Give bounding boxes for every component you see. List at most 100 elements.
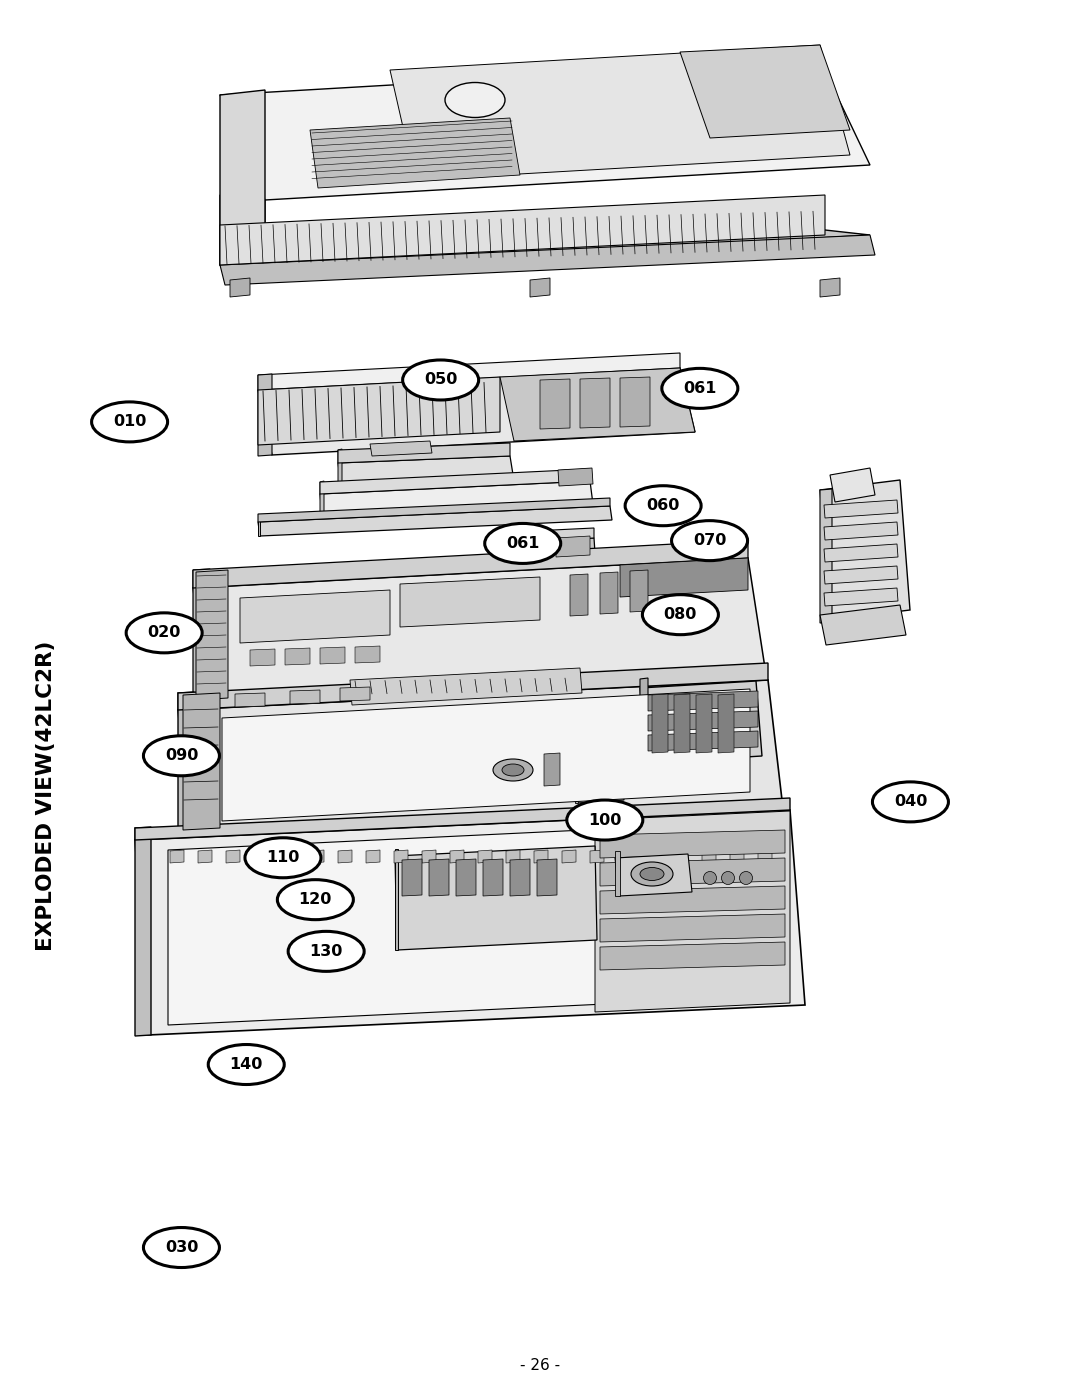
Polygon shape — [291, 690, 320, 704]
Polygon shape — [553, 538, 596, 570]
Ellipse shape — [567, 800, 643, 840]
Polygon shape — [510, 859, 530, 895]
Polygon shape — [338, 849, 352, 863]
Polygon shape — [507, 849, 519, 863]
Polygon shape — [310, 849, 324, 863]
Polygon shape — [258, 374, 272, 455]
Polygon shape — [618, 849, 632, 863]
Ellipse shape — [502, 764, 524, 775]
Polygon shape — [618, 745, 692, 764]
Polygon shape — [394, 849, 408, 863]
Polygon shape — [640, 678, 648, 764]
Polygon shape — [338, 455, 515, 495]
Polygon shape — [135, 798, 789, 840]
Polygon shape — [478, 849, 492, 863]
Polygon shape — [500, 367, 696, 441]
Ellipse shape — [144, 736, 219, 775]
Polygon shape — [620, 557, 748, 597]
Polygon shape — [135, 810, 805, 1035]
Text: 061: 061 — [507, 536, 539, 550]
Polygon shape — [183, 693, 220, 830]
Polygon shape — [355, 645, 380, 664]
Polygon shape — [600, 858, 785, 886]
Polygon shape — [718, 694, 734, 753]
Polygon shape — [680, 45, 850, 138]
Polygon shape — [562, 849, 576, 863]
Polygon shape — [820, 605, 906, 645]
Polygon shape — [600, 942, 785, 970]
Ellipse shape — [403, 360, 478, 400]
Polygon shape — [193, 569, 210, 701]
Polygon shape — [320, 481, 594, 527]
Polygon shape — [615, 854, 692, 895]
Polygon shape — [222, 689, 750, 821]
Ellipse shape — [643, 595, 718, 634]
Polygon shape — [402, 859, 422, 895]
Polygon shape — [476, 747, 480, 793]
Polygon shape — [758, 849, 772, 863]
Polygon shape — [240, 590, 390, 643]
Polygon shape — [198, 849, 212, 863]
Text: 140: 140 — [230, 1058, 262, 1071]
Polygon shape — [640, 680, 762, 763]
Polygon shape — [220, 235, 875, 285]
Ellipse shape — [721, 872, 734, 884]
Polygon shape — [558, 468, 593, 486]
Polygon shape — [340, 687, 370, 701]
Polygon shape — [824, 588, 897, 606]
Polygon shape — [702, 849, 716, 863]
Polygon shape — [575, 768, 622, 780]
Polygon shape — [193, 557, 765, 700]
Polygon shape — [534, 849, 548, 863]
Polygon shape — [600, 571, 618, 615]
Ellipse shape — [625, 486, 701, 525]
Polygon shape — [400, 577, 540, 627]
Polygon shape — [456, 859, 476, 895]
Text: 030: 030 — [165, 1241, 198, 1255]
Polygon shape — [696, 694, 712, 753]
Polygon shape — [530, 278, 550, 298]
Polygon shape — [600, 914, 785, 942]
Polygon shape — [620, 377, 650, 427]
Text: 060: 060 — [647, 499, 679, 513]
Polygon shape — [648, 692, 758, 711]
Ellipse shape — [740, 872, 753, 884]
Polygon shape — [570, 574, 588, 616]
Polygon shape — [450, 849, 464, 863]
Polygon shape — [630, 570, 648, 612]
Polygon shape — [600, 886, 785, 914]
Text: 061: 061 — [684, 381, 716, 395]
Text: 090: 090 — [165, 749, 198, 763]
Polygon shape — [135, 827, 151, 1037]
Polygon shape — [226, 849, 240, 863]
Polygon shape — [366, 849, 380, 863]
Polygon shape — [195, 570, 228, 700]
Text: 080: 080 — [664, 608, 697, 622]
Text: 010: 010 — [113, 415, 146, 429]
Polygon shape — [258, 514, 260, 536]
Polygon shape — [320, 647, 345, 664]
Polygon shape — [320, 469, 590, 495]
Polygon shape — [580, 379, 610, 427]
Polygon shape — [230, 278, 249, 298]
Polygon shape — [648, 711, 758, 731]
Ellipse shape — [640, 868, 664, 880]
Polygon shape — [575, 773, 578, 803]
Polygon shape — [600, 830, 785, 858]
Polygon shape — [483, 859, 503, 895]
Polygon shape — [285, 648, 310, 665]
Polygon shape — [220, 89, 265, 270]
Polygon shape — [178, 692, 194, 831]
Polygon shape — [390, 45, 850, 180]
Polygon shape — [395, 847, 597, 950]
Ellipse shape — [662, 369, 738, 408]
Text: 120: 120 — [299, 893, 332, 907]
Polygon shape — [220, 196, 825, 265]
Polygon shape — [178, 680, 782, 830]
Text: 100: 100 — [589, 813, 621, 827]
Ellipse shape — [703, 872, 716, 884]
Polygon shape — [824, 543, 897, 562]
Ellipse shape — [672, 521, 747, 560]
Polygon shape — [249, 650, 275, 666]
Polygon shape — [824, 522, 897, 541]
